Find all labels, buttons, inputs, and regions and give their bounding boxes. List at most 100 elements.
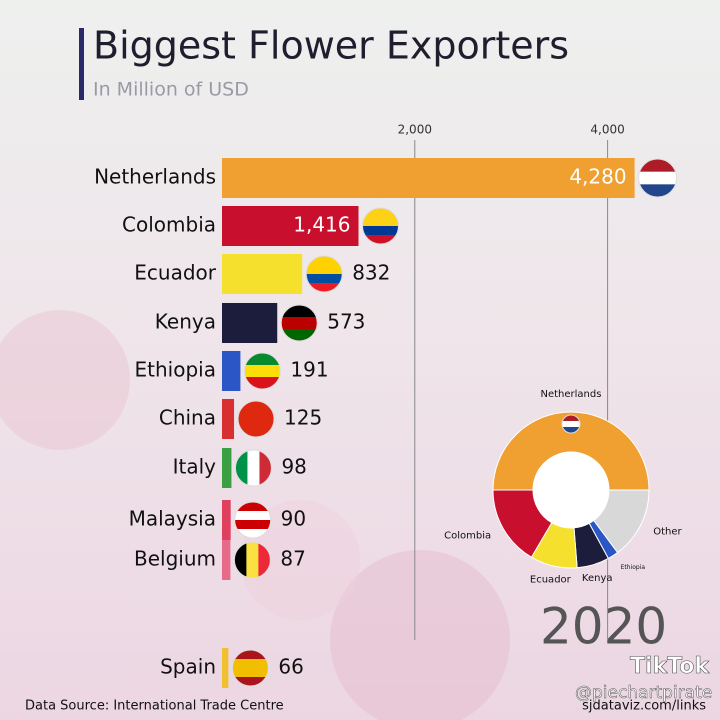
flag-stripe [281,329,318,341]
flag-stripe [247,450,260,486]
flag-stripe [232,668,269,678]
donut-label: Netherlands [540,389,601,400]
donut-label: Ethiopia [621,564,646,571]
flag-stripe [638,159,677,173]
donut-label: Colombia [444,531,491,542]
flag-stripe [281,305,318,318]
flag-stripe [259,450,272,486]
bar [222,648,229,688]
value-label: 1,416 [293,213,350,237]
flag-stripe [306,283,343,292]
flag-stripe [362,217,399,227]
flag-stripe [562,415,580,422]
flag-rim [243,352,281,390]
flag-stripe [238,401,275,414]
bar [222,399,235,439]
flag-stripe [562,427,580,433]
donut-label: Ecuador [530,575,572,586]
flag [281,305,318,341]
flag-stripe [638,171,677,185]
flag-stripe [306,256,343,266]
value-label: 191 [290,358,328,382]
flag-stripe [234,520,271,530]
flag-stripe [244,365,281,378]
bar [222,448,232,488]
chart-title: Biggest Flower Exporters [93,24,569,68]
flag-stripe [246,542,259,578]
flag [234,542,271,578]
flag-stripe [234,529,271,538]
flag-rim [362,207,400,245]
watermark-handle: @piechartpirate [575,683,712,703]
value-label: 90 [281,507,306,531]
bar [222,351,241,391]
flag-stripe [234,511,271,521]
category-label: Kenya [155,310,216,334]
value-label: 832 [352,261,390,285]
flag-stripe [362,208,399,218]
flag-stripe [362,235,399,244]
flag-stripe [281,317,318,330]
flower-decor [330,550,510,720]
category-label: Ethiopia [135,358,216,382]
flag [238,401,275,437]
category-label: Belgium [134,547,216,571]
flag [638,159,677,197]
flag-rim [234,449,272,487]
flag-rim [234,501,272,539]
category-label: Ecuador [134,261,216,285]
value-label: 573 [327,310,365,334]
flag [306,256,343,292]
chart-subtitle: In Million of USD [93,79,249,101]
x-tick-label: 4,000 [590,123,624,137]
value-label: 4,280 [569,165,626,189]
flag [362,208,399,244]
category-label: Malaysia [129,507,216,531]
x-tick-label: 2,000 [398,123,432,137]
flag-stripe [244,353,281,366]
flag [234,502,271,538]
flag [244,353,281,389]
value-label: 125 [284,406,322,430]
source-note: Data Source: International Trade Centre [25,699,284,714]
category-label: Italy [173,455,217,479]
category-label: Spain [160,655,216,679]
donut-label: Kenya [582,573,613,584]
flag-rim [280,304,318,342]
flag-stripe [232,677,269,686]
flag-stripe [235,450,248,486]
bar [222,158,635,198]
flag-stripe [306,274,343,284]
donut-label: Other [653,526,682,537]
flag-rim [233,541,271,579]
title-accent [79,28,84,100]
flag-rim [237,400,275,438]
flag-stripe [362,226,399,236]
bar [222,540,231,580]
flag-stripe [562,421,580,428]
flag-rim [305,255,343,293]
flag [232,650,269,686]
flower-decor [0,310,130,450]
flower-decor [240,500,360,620]
flag-stripe [238,425,275,437]
bar [222,303,278,343]
category-label: Netherlands [94,165,216,189]
bar [222,500,231,540]
flag-stripe [234,542,247,578]
flag-stripe [306,265,343,275]
value-label: 66 [278,655,303,679]
flag-rim [638,158,678,198]
bar [222,206,359,246]
flag-stripe [638,184,677,197]
year-label: 2020 [540,598,667,656]
flag-rim [561,414,581,434]
watermark-brand: TikTok [630,654,710,679]
flag-stripe [232,650,269,660]
flag-rim [231,649,269,687]
category-label: Colombia [122,213,216,237]
flag-stripe [258,542,271,578]
flag [235,450,272,486]
